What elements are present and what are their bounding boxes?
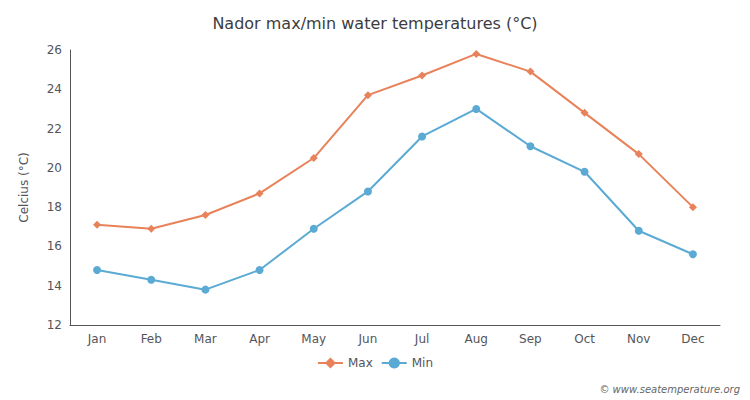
- svg-text:Nov: Nov: [627, 332, 650, 346]
- svg-text:Apr: Apr: [249, 332, 270, 346]
- svg-text:Oct: Oct: [574, 332, 595, 346]
- svg-text:14: 14: [47, 279, 62, 293]
- svg-text:16: 16: [47, 239, 62, 253]
- svg-text:24: 24: [47, 82, 62, 96]
- svg-text:May: May: [301, 332, 326, 346]
- svg-text:© www.seatemperature.org: © www.seatemperature.org: [599, 384, 740, 395]
- svg-text:Nador max/min water temperatur: Nador max/min water temperatures (°C): [212, 14, 537, 33]
- svg-text:Mar: Mar: [194, 332, 217, 346]
- svg-text:Aug: Aug: [465, 332, 488, 346]
- svg-text:18: 18: [47, 200, 62, 214]
- svg-text:Jun: Jun: [358, 332, 378, 346]
- svg-text:Celcius (°C): Celcius (°C): [17, 152, 31, 222]
- svg-text:22: 22: [47, 122, 62, 136]
- svg-text:26: 26: [47, 43, 62, 57]
- svg-text:Jul: Jul: [414, 332, 429, 346]
- svg-text:Sep: Sep: [519, 332, 542, 346]
- svg-text:20: 20: [47, 161, 62, 175]
- svg-text:Min: Min: [412, 356, 433, 370]
- svg-text:Dec: Dec: [681, 332, 704, 346]
- svg-text:Max: Max: [348, 356, 373, 370]
- svg-text:Feb: Feb: [141, 332, 162, 346]
- svg-text:Jan: Jan: [87, 332, 107, 346]
- svg-text:12: 12: [47, 318, 62, 332]
